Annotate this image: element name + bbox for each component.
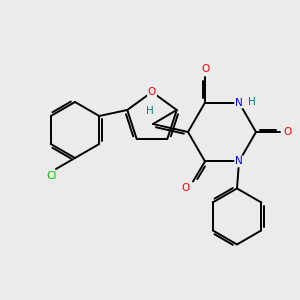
Text: O: O: [201, 64, 209, 74]
Text: N: N: [235, 156, 243, 167]
Text: N: N: [235, 98, 243, 108]
Text: O: O: [148, 87, 156, 97]
Text: O: O: [182, 183, 190, 194]
Text: H: H: [146, 106, 154, 116]
Text: H: H: [248, 97, 256, 106]
Text: O: O: [284, 127, 292, 137]
Text: Cl: Cl: [47, 171, 57, 181]
